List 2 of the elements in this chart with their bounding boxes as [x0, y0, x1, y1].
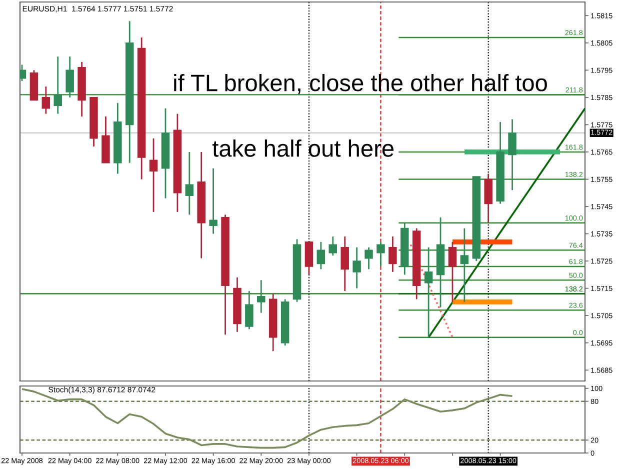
annotation: take half out here — [212, 140, 394, 157]
annotation: if TL broken, close the other half too — [174, 74, 547, 94]
